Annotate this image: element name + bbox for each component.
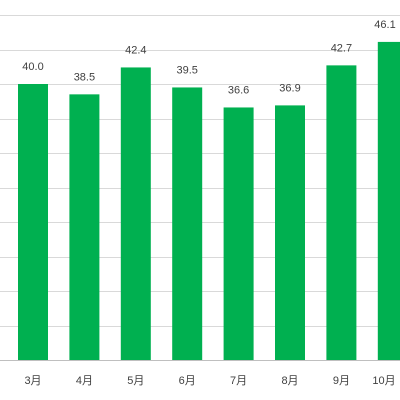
bar-2 (69, 94, 100, 360)
bars (18, 41, 400, 361)
data-label-4: 39.5 (176, 64, 197, 76)
bar-7 (326, 65, 357, 361)
x-tick-label-1: 3月 (24, 375, 41, 387)
bar-6 (275, 105, 305, 360)
x-tick-label-8: 10月 (372, 375, 395, 387)
bar-4 (172, 87, 203, 360)
bar-3 (120, 67, 151, 360)
bar-1 (18, 84, 48, 360)
x-tick-label-5: 7月 (230, 375, 247, 387)
data-label-1: 40.0 (22, 61, 43, 73)
data-label-7: 42.7 (331, 42, 352, 54)
x-tick-label-4: 6月 (179, 375, 196, 387)
x-tick-labels: 3月 4月 5月 6月 7月 8月 9月 10月 (24, 375, 395, 387)
x-tick-label-3: 5月 (127, 375, 144, 387)
bar-8 (377, 41, 400, 360)
data-label-6: 36.9 (279, 82, 300, 94)
x-tick-label-7: 9月 (333, 375, 350, 387)
data-labels: 40.0 38.5 42.4 39.5 36.6 36.9 42.7 46.1 (22, 19, 395, 97)
x-tick-label-2: 4月 (76, 375, 93, 387)
data-label-2: 38.5 (74, 71, 95, 83)
data-label-5: 36.6 (228, 84, 249, 96)
bar-5 (223, 107, 254, 361)
data-label-3: 42.4 (125, 44, 146, 56)
x-tick-label-6: 8月 (281, 375, 298, 387)
data-label-8: 46.1 (374, 19, 395, 31)
